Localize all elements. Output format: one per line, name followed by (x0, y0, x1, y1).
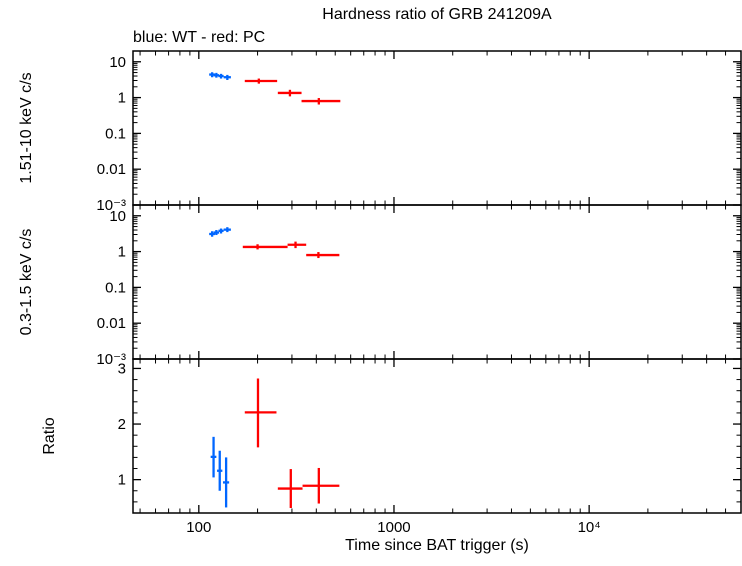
svg-text:10: 10 (109, 54, 126, 71)
svg-text:0.01: 0.01 (97, 161, 126, 178)
svg-text:1000: 1000 (377, 519, 410, 536)
svg-text:2: 2 (118, 416, 126, 433)
svg-text:1: 1 (118, 472, 126, 489)
svg-text:0.01: 0.01 (97, 315, 126, 332)
chart-title: Hardness ratio of GRB 241209A (322, 6, 552, 23)
x-axis-title: Time since BAT trigger (s) (345, 537, 529, 554)
svg-text:100: 100 (186, 519, 211, 536)
chart-legend: blue: WT - red: PC (133, 29, 266, 46)
svg-text:0.1: 0.1 (105, 279, 126, 296)
svg-text:1: 1 (118, 90, 126, 107)
svg-text:1: 1 (118, 244, 126, 261)
svg-text:3: 3 (118, 360, 126, 377)
svg-text:0.1: 0.1 (105, 125, 126, 142)
svg-text:10⁻³: 10⁻³ (96, 197, 126, 214)
svg-text:10: 10 (109, 208, 126, 225)
svg-text:10⁻³: 10⁻³ (96, 351, 126, 368)
svg-text:10⁴: 10⁴ (578, 519, 601, 536)
